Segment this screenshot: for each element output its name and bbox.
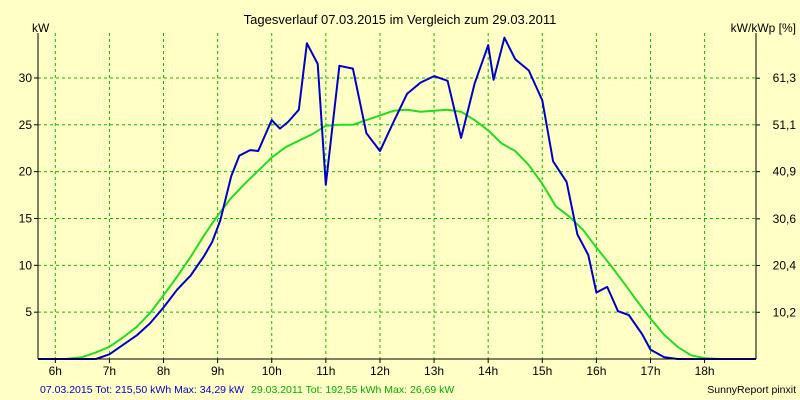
series-lines (38, 36, 756, 360)
y2-tick-label: 40,9 (773, 165, 797, 179)
y-axis-left-label: kW (32, 21, 50, 35)
y-tick-label: 5 (25, 305, 32, 319)
grid-lines (38, 33, 756, 359)
y-tick-label: 15 (19, 211, 33, 225)
axes (34, 33, 760, 363)
x-tick-label: 6h (49, 364, 62, 378)
y2-tick-label: 51,1 (773, 118, 797, 132)
x-tick-label: 18h (695, 364, 715, 378)
y-tick-label: 30 (19, 71, 33, 85)
x-tick-label: 15h (532, 364, 552, 378)
y2-tick-label: 20,4 (773, 259, 797, 273)
x-tick-label: 17h (640, 364, 660, 378)
x-tick-label: 7h (103, 364, 116, 378)
y-axis-right-label: kW/kWp [%] (731, 21, 796, 35)
legend-series1: 07.03.2015 Tot: 215,50 kWh Max: 34,29 kW (40, 384, 244, 396)
credit-text: SunnyReport pinxit (707, 384, 796, 396)
y2-tick-label: 30,6 (773, 212, 797, 226)
y-tick-label: 20 (19, 165, 33, 179)
y2-tick-label: 10,2 (773, 305, 797, 319)
legend-series2: 29.03.2011 Tot: 192,55 kWh Max: 26,69 kW (251, 384, 454, 396)
x-tick-label: 11h (316, 364, 335, 378)
x-tick-label: 14h (478, 364, 498, 378)
x-tick-label: 12h (370, 364, 390, 378)
x-tick-label: 8h (157, 364, 170, 378)
tick-labels: 6h 7h 8h 9h 10h 11h 12h 13h 14h 15h 16h 17h 18h 5 10 15… (19, 71, 797, 378)
x-tick-label: 16h (586, 364, 606, 378)
series-line-29-03-2011 (38, 108, 756, 360)
x-tick-label: 9h (211, 364, 224, 378)
legend-line: 07.03.2015 Tot: 215,50 kWh Max: 34,29 kW… (40, 384, 454, 396)
x-tick-label: 10h (262, 364, 282, 378)
y-tick-label: 25 (19, 118, 33, 132)
x-tick-label: 13h (424, 364, 444, 378)
chart-title: Tagesverlauf 07.03.2015 im Vergleich zum… (244, 12, 557, 27)
series-line-07-03-2015 (38, 36, 756, 360)
y-tick-label: 10 (19, 258, 33, 272)
y2-tick-label: 61,3 (773, 71, 797, 85)
